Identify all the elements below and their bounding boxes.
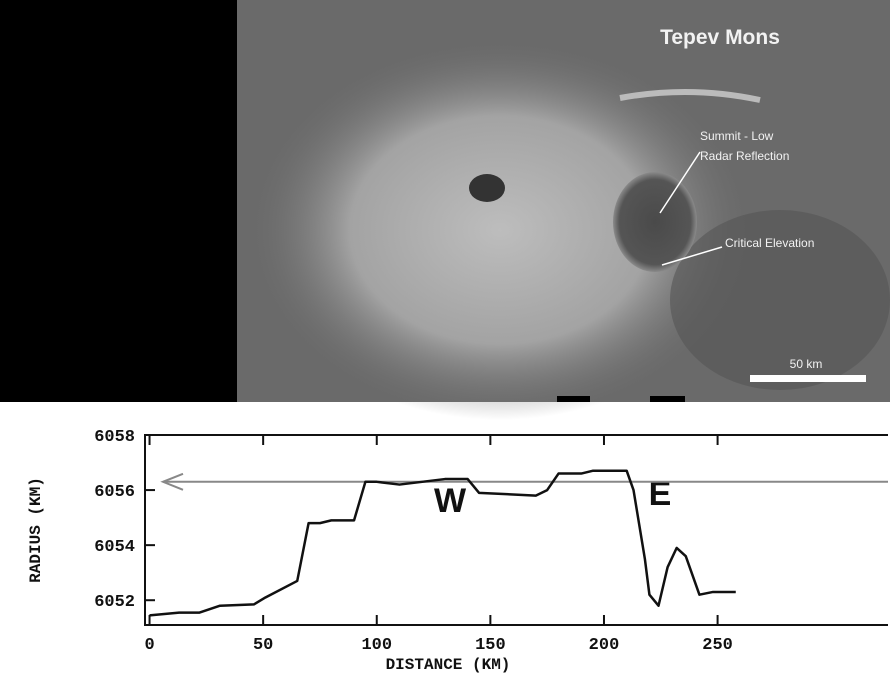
x-tick-label: 150 [475,636,506,655]
y-tick-label: 6058 [94,428,135,447]
image-label: Radar Reflection [700,149,789,163]
black-panel [0,0,237,402]
image-title: Tepev Mons [660,26,780,49]
y-tick-label: 6052 [94,593,135,612]
bar-mark [557,396,590,402]
annotation: W [434,482,467,520]
scale-label: 50 km [790,357,823,371]
x-tick-label: 250 [702,636,733,655]
x-tick-label: 50 [253,636,273,655]
caldera [613,172,697,272]
scale-bar [750,375,866,382]
x-tick-label: 100 [361,636,392,655]
y-tick-label: 6054 [94,538,135,557]
y-tick-label: 6056 [94,483,135,502]
figure: Tepev Mons Summit - Low Radar Reflection… [0,0,894,677]
annotation: E [649,475,672,513]
image-label: Summit - Low [700,129,774,143]
x-tick-label: 0 [144,636,154,655]
image-label: Critical Elevation [725,236,814,250]
summit-pit [469,174,505,202]
y-axis-title: RADIUS (KM) [27,477,45,583]
x-tick-label: 200 [589,636,620,655]
x-axis-title: DISTANCE (KM) [386,656,511,674]
bar-mark [650,396,685,402]
axis-frame [145,435,888,625]
radar-image: Tepev Mons Summit - Low Radar Reflection… [0,0,890,420]
